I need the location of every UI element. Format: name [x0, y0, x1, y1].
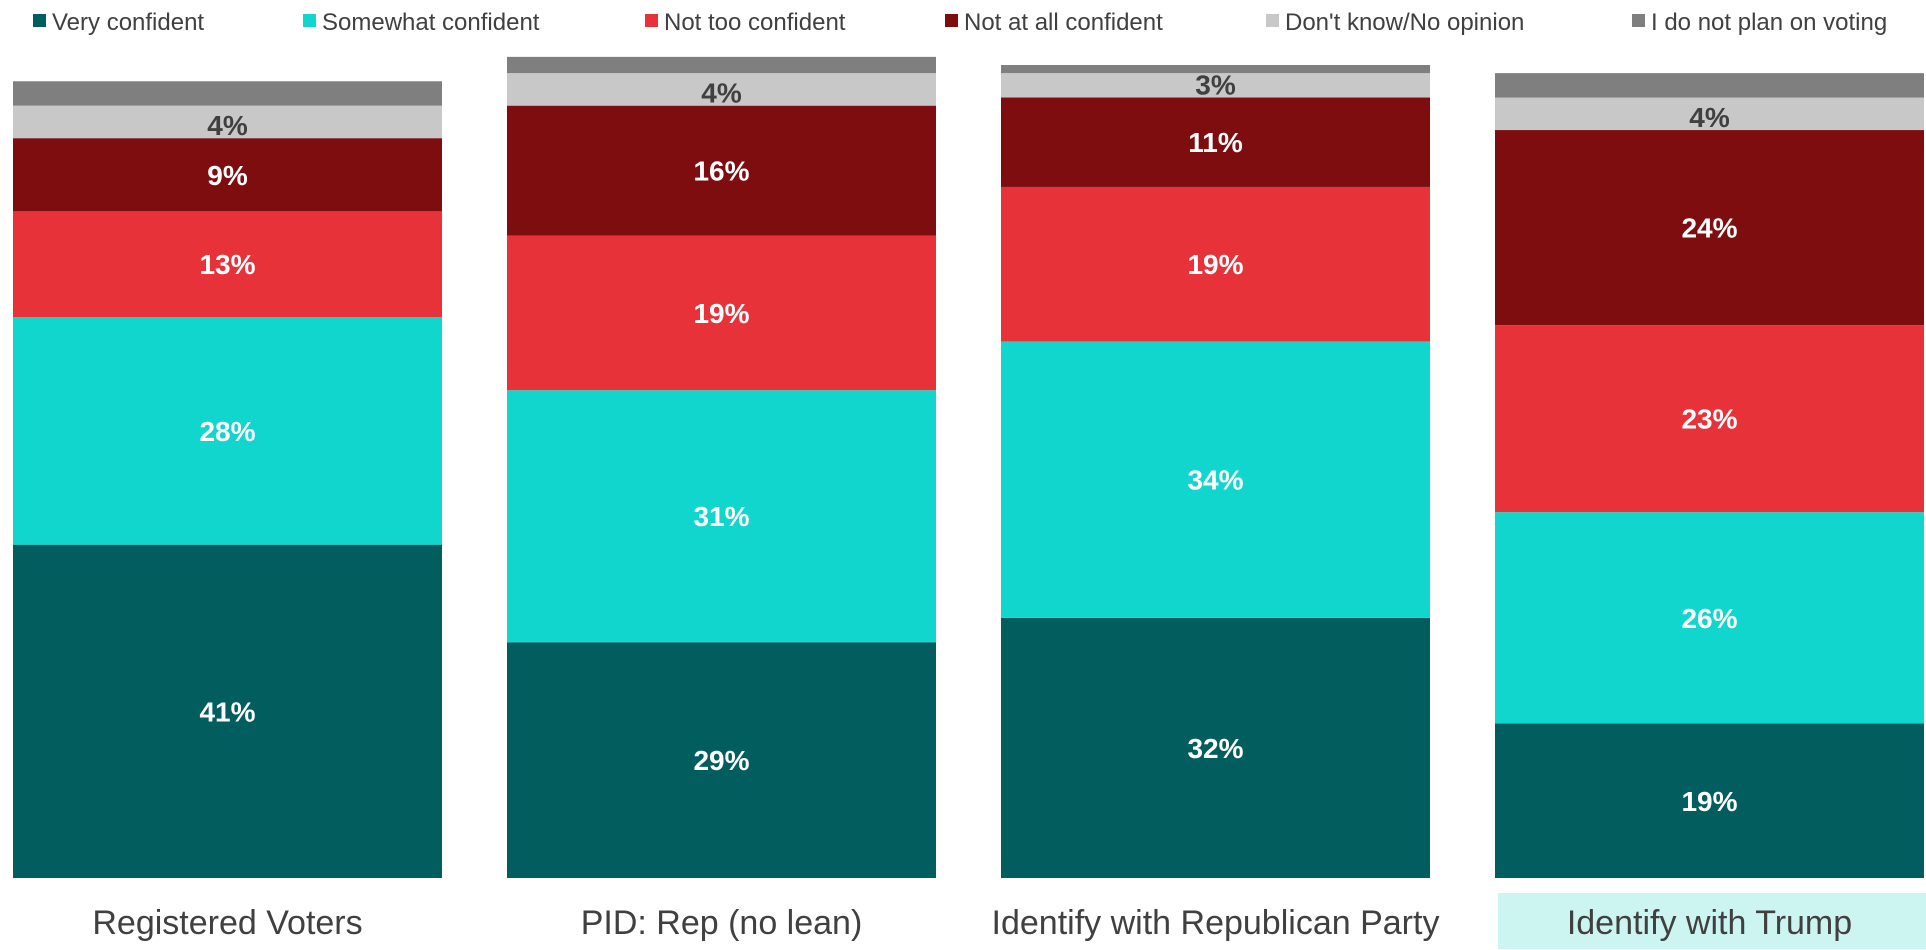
bars-group: 41%28%13%9%4%29%31%19%16%4%32%34%19%11%3… — [13, 56, 1924, 878]
bar-segment-very-confident — [1495, 723, 1924, 878]
bar-segment-don-t-know-no-opinion — [13, 105, 442, 139]
category-highlight — [1498, 893, 1926, 949]
data-label-very-confident: 19% — [1681, 786, 1737, 817]
bar-segment-don-t-know-no-opinion — [1495, 97, 1924, 131]
legend-swatch — [945, 14, 958, 27]
bar-segment-not-too-confident — [1495, 325, 1924, 513]
legend-item-i-do-not-plan-on-voting: I do not plan on voting — [1632, 9, 1887, 36]
data-label-not-at-all-confident: 16% — [693, 156, 749, 187]
bar-segment-very-confident — [1001, 617, 1430, 878]
category-label-registered-voters: Registered Voters — [92, 904, 362, 942]
bar-segment-very-confident — [507, 642, 936, 878]
data-label-very-confident: 32% — [1187, 733, 1243, 764]
data-label-don-t-know-no-opinion: 3% — [1195, 70, 1236, 101]
bar-segment-not-too-confident — [13, 211, 442, 318]
bar-segment-not-too-confident — [1001, 186, 1430, 342]
bar-segment-i-do-not-plan-on-voting — [1495, 73, 1924, 98]
bar-stack-registered-voters: 41% 28% 13% 9% 4% — [13, 81, 442, 878]
bar-segment-not-at-all-confident — [1001, 97, 1430, 187]
category-label: PID: Rep (no lean) — [581, 904, 863, 942]
legend-label: Not at all confident — [964, 9, 1163, 36]
legend-item-very-confident: Very confident — [33, 9, 204, 36]
legend-swatch — [645, 14, 658, 27]
bar-segment-somewhat-confident — [13, 317, 442, 545]
category-label: Identify with Republican Party — [992, 904, 1440, 942]
data-label-very-confident: 29% — [693, 745, 749, 776]
bar-segment-i-do-not-plan-on-voting — [507, 56, 936, 74]
legend-item-not-at-all-confident: Not at all confident — [945, 9, 1163, 36]
legend-swatch — [1632, 14, 1645, 27]
legend-swatch — [1266, 14, 1279, 27]
category-label-identify-with-republican-party: Identify with Republican Party — [992, 904, 1440, 942]
category-label: Registered Voters — [92, 904, 362, 942]
bar-stack-identify-with-republican-party: 32% 34% 19% 11% 3% — [1001, 65, 1430, 878]
data-label-not-at-all-confident: 9% — [207, 160, 248, 191]
bar-segment-i-do-not-plan-on-voting — [13, 81, 442, 106]
bar-segment-somewhat-confident — [1001, 341, 1430, 618]
data-label-don-t-know-no-opinion: 4% — [207, 110, 248, 141]
chart-legend: Very confident Somewhat confident Not too … — [33, 9, 1887, 36]
bar-segment-somewhat-confident — [507, 390, 936, 643]
legend-item-not-too-confident: Not too confident — [645, 9, 846, 36]
legend-label: I do not plan on voting — [1651, 9, 1887, 36]
category-label-pid-rep-no-lean: PID: Rep (no lean) — [581, 904, 863, 942]
legend-swatch — [303, 14, 316, 27]
data-label-somewhat-confident: 31% — [693, 501, 749, 532]
legend-label: Somewhat confident — [322, 9, 540, 36]
data-label-somewhat-confident: 26% — [1681, 603, 1737, 634]
category-labels: Registered Voters PID: Rep (no lean) Ident… — [92, 893, 1926, 949]
legend-item-somewhat-confident: Somewhat confident — [303, 9, 540, 36]
data-label-somewhat-confident: 34% — [1187, 465, 1243, 496]
category-label: Identify with Trump — [1567, 904, 1852, 942]
category-label-identify-with-trump: Identify with Trump — [1498, 893, 1926, 949]
legend-label: Don't know/No opinion — [1285, 9, 1524, 36]
bar-stack-identify-with-trump: 19% 26% 23% 24% 4% — [1495, 73, 1924, 878]
data-label-not-at-all-confident: 24% — [1681, 213, 1737, 244]
bar-segment-not-at-all-confident — [13, 138, 442, 212]
legend-swatch — [33, 14, 46, 27]
legend-label: Very confident — [52, 9, 204, 36]
legend-label: Not too confident — [664, 9, 846, 36]
bar-segment-i-do-not-plan-on-voting — [1001, 65, 1430, 74]
data-label-not-at-all-confident: 11% — [1188, 127, 1243, 158]
data-label-don-t-know-no-opinion: 4% — [701, 78, 742, 109]
bar-segment-don-t-know-no-opinion — [1001, 73, 1430, 98]
bar-segment-very-confident — [13, 544, 442, 878]
bar-stack-pid-rep-no-lean: 29% 31% 19% 16% 4% — [507, 56, 936, 878]
data-label-not-too-confident: 23% — [1681, 404, 1737, 435]
legend-item-don-t-know-no-opinion: Don't know/No opinion — [1266, 9, 1524, 36]
bar-segment-not-at-all-confident — [507, 105, 936, 236]
data-label-not-too-confident: 13% — [199, 249, 255, 280]
data-label-somewhat-confident: 28% — [199, 416, 255, 447]
data-label-not-too-confident: 19% — [1187, 249, 1243, 280]
bar-segment-not-at-all-confident — [1495, 130, 1924, 326]
bar-segment-don-t-know-no-opinion — [507, 73, 936, 106]
data-label-don-t-know-no-opinion: 4% — [1689, 102, 1730, 133]
data-label-not-too-confident: 19% — [693, 298, 749, 329]
bar-segment-somewhat-confident — [1495, 512, 1924, 724]
bar-segment-not-too-confident — [507, 235, 936, 391]
data-label-very-confident: 41% — [199, 696, 255, 727]
